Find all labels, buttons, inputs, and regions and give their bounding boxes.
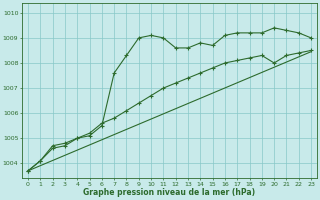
X-axis label: Graphe pression niveau de la mer (hPa): Graphe pression niveau de la mer (hPa): [84, 188, 256, 197]
